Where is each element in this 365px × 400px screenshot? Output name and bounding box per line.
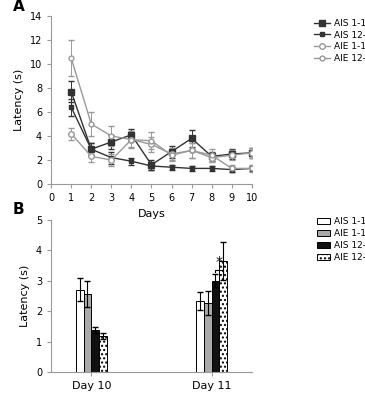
Bar bbox=[204, 303, 212, 372]
Legend: AIS 1-1, AIS 12-1, AIE 1-1, AIE 12-1: AIS 1-1, AIS 12-1, AIE 1-1, AIE 12-1 bbox=[314, 19, 365, 63]
Y-axis label: Latency (s): Latency (s) bbox=[14, 69, 24, 131]
Bar bbox=[76, 290, 84, 372]
Bar bbox=[212, 281, 219, 372]
Bar bbox=[196, 301, 204, 372]
Text: A: A bbox=[13, 0, 25, 14]
Text: B: B bbox=[13, 202, 24, 217]
Bar bbox=[91, 330, 99, 372]
Y-axis label: Latency (s): Latency (s) bbox=[20, 265, 30, 327]
X-axis label: Days: Days bbox=[138, 208, 165, 218]
Bar bbox=[84, 294, 91, 372]
Text: *: * bbox=[216, 255, 223, 269]
Bar bbox=[219, 261, 227, 372]
Bar bbox=[99, 336, 107, 372]
Legend: AIS 1-1, AIE 1-1, AIS 12-1, AIE 12-1: AIS 1-1, AIE 1-1, AIS 12-1, AIE 12-1 bbox=[317, 217, 365, 262]
